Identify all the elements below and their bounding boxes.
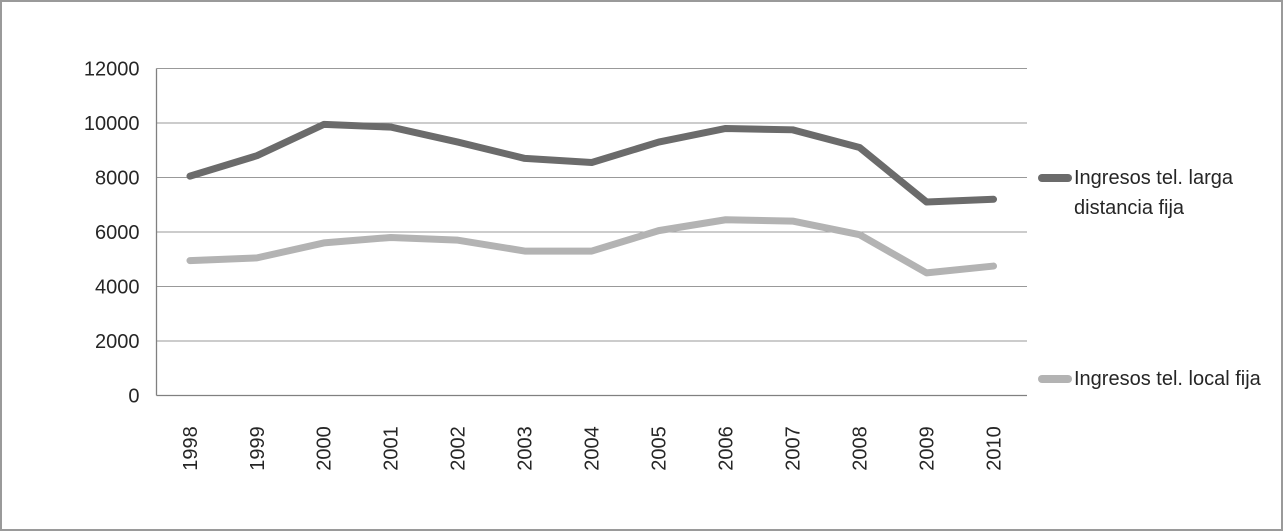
legend-label-local: Ingresos tel. local fija (1074, 368, 1261, 390)
axes (155, 68, 1027, 397)
x-tick-label: 2006 (715, 426, 737, 471)
legend-marker-local-icon (1038, 375, 1072, 383)
x-tick-label: 2005 (649, 426, 671, 471)
x-tick-label: 1999 (247, 426, 269, 471)
x-tick-label: 2002 (448, 426, 470, 471)
x-tick-group: 2005 (649, 426, 671, 471)
x-tick-label: 2009 (916, 426, 938, 471)
y-tick-label: 10000 (84, 113, 140, 135)
y-axis-tick-labels: 0 2000 4000 6000 8000 10000 12000 (84, 58, 140, 407)
y-tick-label: 2000 (95, 331, 140, 353)
x-tick-label: 2003 (515, 426, 537, 471)
x-tick-label: 2007 (782, 426, 804, 471)
legend-label-larga-distancia: Ingresos tel. larga distancia fija (1074, 167, 1233, 219)
series-lines (186, 120, 998, 277)
gridlines (156, 68, 1027, 342)
y-tick-label: 8000 (95, 167, 140, 189)
x-tick-label: 1998 (180, 426, 202, 471)
x-tick-group: 2009 (916, 426, 938, 471)
y-tick-label: 4000 (95, 276, 140, 298)
x-tick-group: 2006 (715, 426, 737, 471)
x-tick-label: 2008 (849, 426, 871, 471)
y-tick-label: 0 (128, 385, 139, 407)
y-tick-label: 12000 (84, 58, 140, 80)
legend-entry-local: Ingresos tel. local fija (1038, 364, 1261, 394)
x-tick-label: 2004 (582, 426, 604, 471)
x-tick-group: 2010 (983, 426, 1005, 471)
x-tick-group: 2008 (849, 426, 871, 471)
x-tick-group: 2004 (582, 426, 604, 471)
x-tick-group: 2000 (314, 426, 336, 471)
legend-entry-larga-distancia: Ingresos tel. larga distancia fija (1038, 163, 1256, 223)
series-line-local (186, 216, 998, 277)
x-tick-label: 2010 (983, 426, 1005, 471)
x-tick-group: 2007 (782, 426, 804, 471)
y-tick-label: 6000 (95, 222, 140, 244)
x-tick-group: 1998 (180, 426, 202, 471)
x-tick-group: 1999 (247, 426, 269, 471)
legend-marker-larga-distancia-icon (1038, 174, 1072, 182)
x-tick-group: 2002 (448, 426, 470, 471)
x-tick-group: 2001 (381, 426, 403, 471)
x-tick-group: 2003 (515, 426, 537, 471)
x-tick-label: 2001 (381, 426, 403, 471)
x-tick-label: 2000 (314, 426, 336, 471)
series-line-larga-distancia (186, 120, 998, 206)
x-axis-tick-labels: 1998 1999 2000 2001 2002 2003 2004 2005 2006 2007… (180, 426, 1006, 471)
